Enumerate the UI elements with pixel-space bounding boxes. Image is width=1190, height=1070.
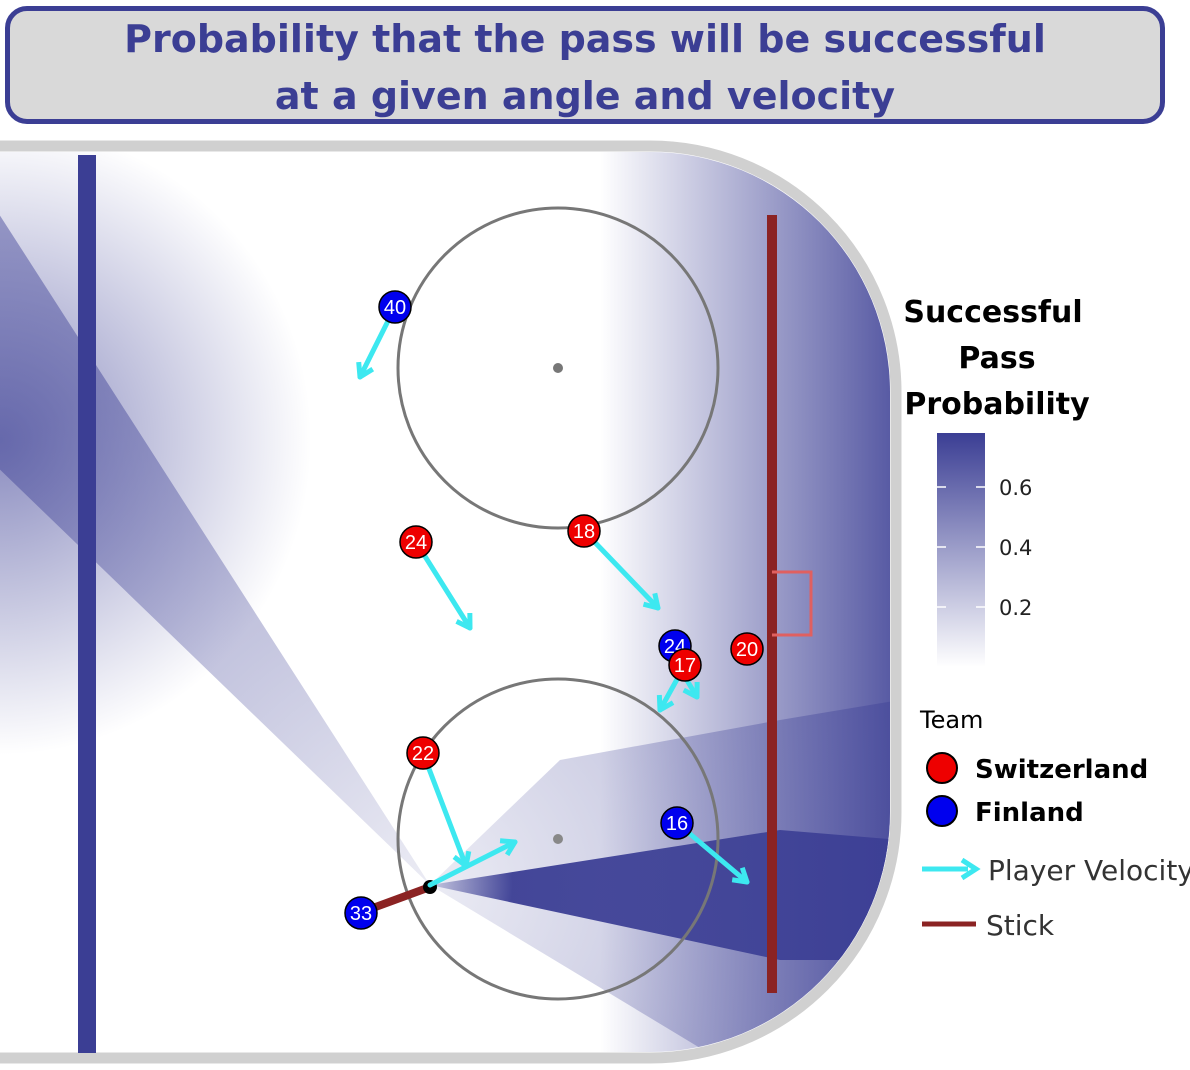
velocity-arrow-switzerland-18 [581, 528, 661, 611]
player-finland-40: 40 [378, 290, 412, 324]
title-line-2: at a given angle and velocity [274, 74, 896, 118]
heat-band-upper-left [0, 200, 430, 885]
colorbar-ticks: 0.2 0.4 0.6 [937, 476, 1032, 620]
faceoff-dot-bottom [553, 834, 563, 844]
rink-boards [0, 140, 902, 1064]
player-marker [660, 806, 694, 840]
player-finland-16: 16 [660, 806, 694, 840]
player-switzerland-20: 20 [730, 632, 764, 666]
player-number: 33 [350, 903, 372, 925]
velocity-arrow-puck-carrier [427, 838, 518, 888]
goal-net [772, 570, 813, 637]
player-number: 24 [405, 532, 427, 554]
blue-line [78, 155, 96, 1053]
player-switzerland-22: 22 [406, 736, 440, 770]
legend-velocity-arrowhead [960, 857, 981, 881]
player-switzerland-24: 24 [399, 525, 433, 559]
legend-title-line-2: Pass [958, 341, 1035, 376]
chart-title: Probability that the pass will be succes… [5, 6, 1165, 124]
player-number: 17 [674, 655, 696, 677]
colorbar-tick-label: 0.4 [999, 536, 1032, 560]
legend-velocity-label: Player Velocity [988, 854, 1190, 887]
legend-switzerland-swatch [926, 752, 958, 784]
goal-line [767, 215, 777, 993]
player-marker [378, 290, 412, 324]
player-marker [668, 648, 702, 682]
legend-title-line-3: Probability [904, 387, 1090, 422]
legend-switzerland-label: Switzerland [975, 755, 1148, 785]
player-marker [344, 896, 378, 930]
legend-finland-label: Finland [975, 798, 1084, 828]
player-marker [399, 525, 433, 559]
faceoff-circle-top [396, 206, 720, 530]
player-finland-33: 33 [344, 896, 378, 930]
player-number: 20 [736, 639, 758, 661]
player-switzerland-17: 17 [668, 648, 702, 682]
colorbar-tick-label: 0.6 [999, 476, 1032, 500]
player-number: 16 [666, 813, 688, 835]
player-number: 22 [412, 743, 434, 765]
faceoff-circle-bottom [396, 677, 720, 1001]
player-switzerland-18: 18 [567, 514, 601, 548]
probability-heatmap [0, 152, 890, 1052]
faceoff-dot-top [553, 363, 563, 373]
player-marker [406, 736, 440, 770]
player-number: 40 [384, 297, 406, 319]
color-legend: Successful Pass Probability 0.2 0.4 0.6 [903, 295, 1090, 667]
team-legend: Team Switzerland Finland [919, 706, 1148, 828]
player-marker [567, 514, 601, 548]
legend-title-line-1: Successful [903, 295, 1082, 330]
player-number: 18 [573, 521, 595, 543]
title-line-1: Probability that the pass will be succes… [124, 17, 1046, 61]
velocity-arrow-switzerland-24 [413, 539, 473, 631]
legend-stick-label: Stick [986, 909, 1055, 942]
heat-cone-high [430, 830, 890, 960]
colorbar-tick-label: 0.2 [999, 596, 1032, 620]
legend-finland-swatch [926, 795, 958, 827]
line-legend: Player Velocity Stick [922, 854, 1190, 942]
team-legend-title: Team [919, 706, 983, 734]
colorbar [937, 433, 985, 667]
player-marker [730, 632, 764, 666]
